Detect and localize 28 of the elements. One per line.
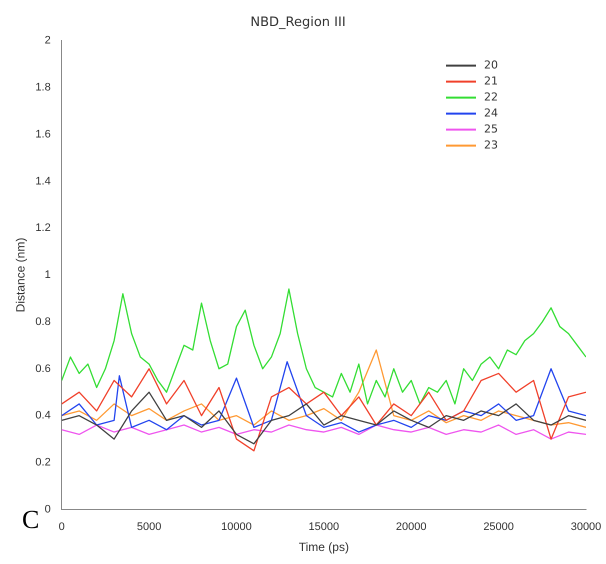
y-tick-label: 0.6	[35, 362, 51, 375]
y-tick-label: 2	[44, 34, 51, 47]
y-tick-label: 0	[44, 503, 51, 516]
x-tick-label: 30000	[570, 521, 602, 534]
y-tick-label: 1.2	[35, 222, 51, 234]
legend-label: 21	[484, 74, 498, 88]
y-tick-label: 1.4	[35, 175, 51, 188]
x-tick-label: 0	[58, 521, 65, 534]
y-tick-label: 0.8	[35, 316, 51, 328]
legend-label: 24	[484, 106, 498, 120]
chart-title: NBD_Region III	[250, 15, 346, 30]
legend-label: 25	[484, 122, 498, 136]
y-tick-label: 1.8	[35, 82, 51, 94]
legend-label: 23	[484, 138, 498, 152]
x-tick-label: 15000	[308, 521, 340, 534]
y-tick-label: 0.2	[35, 456, 51, 469]
y-tick-label: 0.4	[35, 410, 51, 422]
legend-label: 20	[484, 58, 498, 72]
x-tick-label: 10000	[221, 521, 252, 534]
x-tick-label: 5000	[136, 521, 162, 534]
x-tick-label: 20000	[396, 521, 427, 534]
x-axis-title: Time (ps)	[298, 540, 349, 554]
y-tick-label: 1	[44, 269, 51, 282]
y-tick-label: 1.6	[35, 128, 51, 140]
legend-label: 22	[484, 90, 498, 104]
text: C	[22, 505, 40, 534]
x-tick-label: 25000	[483, 521, 514, 534]
y-axis-title: Distance (nm)	[14, 238, 28, 312]
